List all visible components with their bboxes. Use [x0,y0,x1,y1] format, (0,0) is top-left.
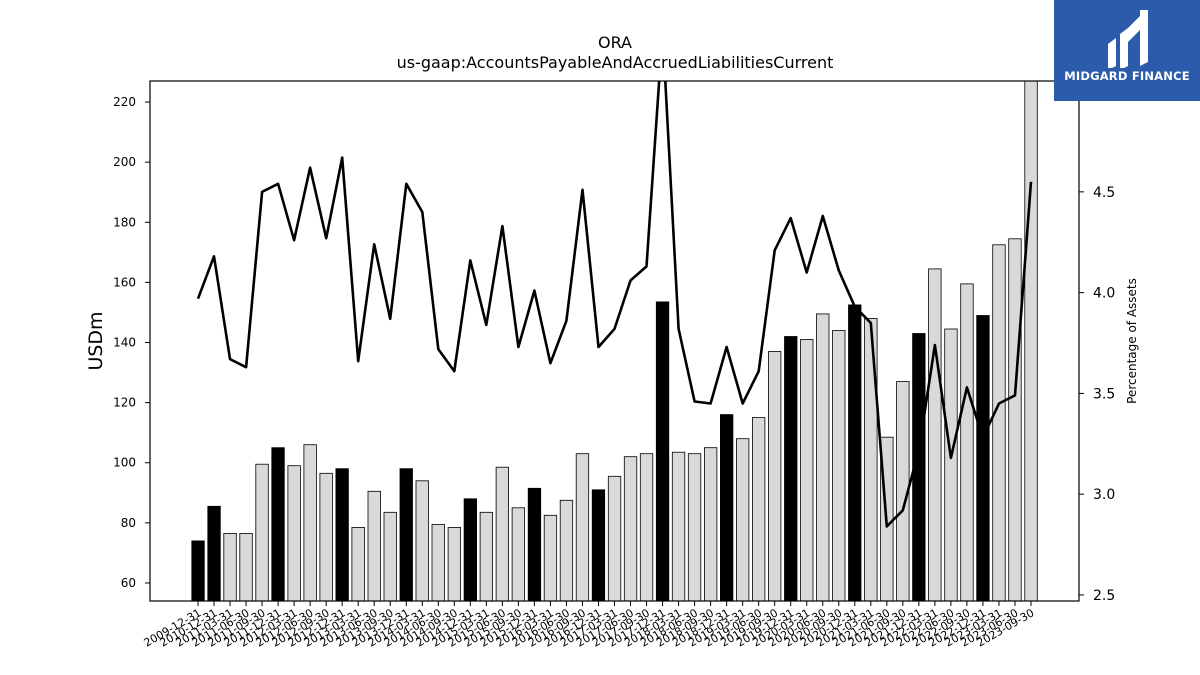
bar-2009-12-31 [191,540,205,601]
bar-2016-09-30 [575,453,590,601]
bar-series [191,81,1038,601]
y-tick-label: 140 [113,336,136,350]
y-tick-label: 100 [113,456,136,470]
y-tick-label: 80 [121,516,136,530]
bar-2022-12-31 [976,315,990,601]
bar-2013-12-31 [399,468,413,601]
bar-2013-09-30 [383,511,397,601]
bar-2012-06-30 [303,444,317,601]
y-tick-label: 160 [113,275,136,289]
bar-2016-12-31 [591,489,606,601]
bar-2023-03-31 [992,244,1006,601]
bar-2011-09-30 [255,463,269,601]
bar-2017-06-30 [623,456,638,601]
bar-2020-12-31 [848,304,862,601]
bar-2023-06-30 [1008,238,1022,601]
bar-2014-12-31 [463,498,478,601]
bar-2019-09-30 [768,351,782,601]
y-tick-label: 60 [121,576,136,590]
midgard-finance-logo: MIDGARD FINANCE [1054,0,1200,101]
bar-2020-06-30 [816,313,830,601]
y2-tick-label: 3.0 [1093,487,1115,503]
y2-tick-label: 4.0 [1093,286,1115,302]
chart-title: ORA [598,33,632,52]
bar-2010-12-31 [207,505,221,601]
percentage-of-assets-line [196,81,1033,528]
line-series [196,81,1033,528]
chart-subtitle: us-gaap:AccountsPayableAndAccruedLiabili… [397,53,834,72]
bar-2013-03-31 [351,527,365,601]
bar-2011-12-31 [271,447,285,601]
bar-2012-12-31 [335,468,349,601]
y-tick-label: 120 [113,396,136,410]
y2-tick-label: 4.5 [1093,185,1115,201]
y2-tick-label: 3.5 [1093,386,1115,402]
bar-2015-12-31 [527,487,542,601]
bar-2017-12-31 [655,301,670,601]
bar-2012-09-30 [319,472,333,601]
bar-2016-03-31 [543,514,558,601]
bar-2021-03-31 [864,318,878,601]
bar-2022-09-30 [960,283,974,601]
logo-mark-icon [1108,10,1148,68]
y2-axis-label: Percentage of Assets [1125,278,1139,404]
y-tick-label: 200 [113,155,136,169]
bar-2015-03-31 [479,511,494,601]
logo-text: MIDGARD FINANCE [1064,69,1190,83]
bar-2021-12-31 [912,333,926,601]
bar-2014-06-30 [431,524,445,601]
bar-2017-03-31 [607,475,622,601]
y2-tick-label: 2.5 [1093,588,1115,604]
y-tick-label: 220 [113,95,136,109]
bar-2018-09-30 [704,447,718,601]
bar-2014-03-31 [415,480,429,601]
bar-2015-06-30 [495,466,510,601]
bar-2012-03-31 [287,465,301,601]
y-axis-label: USDm [85,311,107,370]
bar-2018-03-31 [671,451,686,601]
bar-2020-03-31 [800,339,814,601]
bar-2015-09-30 [511,507,525,601]
bar-2017-09-30 [639,453,654,601]
bar-2023-09-30 [1024,81,1038,601]
bar-2019-03-31 [736,438,750,601]
bar-2022-06-30 [944,328,958,601]
bar-2019-12-31 [784,336,798,601]
bar-2020-09-30 [832,330,846,601]
bar-2014-09-30 [447,527,462,601]
bar-2011-03-31 [223,533,237,601]
bar-2022-03-31 [928,268,942,601]
bar-2011-06-30 [239,533,253,601]
y-tick-label: 180 [113,215,136,229]
bar-2018-06-30 [687,453,702,601]
axes: 60 80 100 120 140 160 180 200 220 2.5 3.0 3.5 4.0 4.5… [113,80,1115,650]
bar-2019-06-30 [752,417,766,601]
bar-2013-06-30 [367,490,381,601]
bar-2016-06-30 [559,499,574,601]
bar-2018-12-31 [720,414,734,601]
